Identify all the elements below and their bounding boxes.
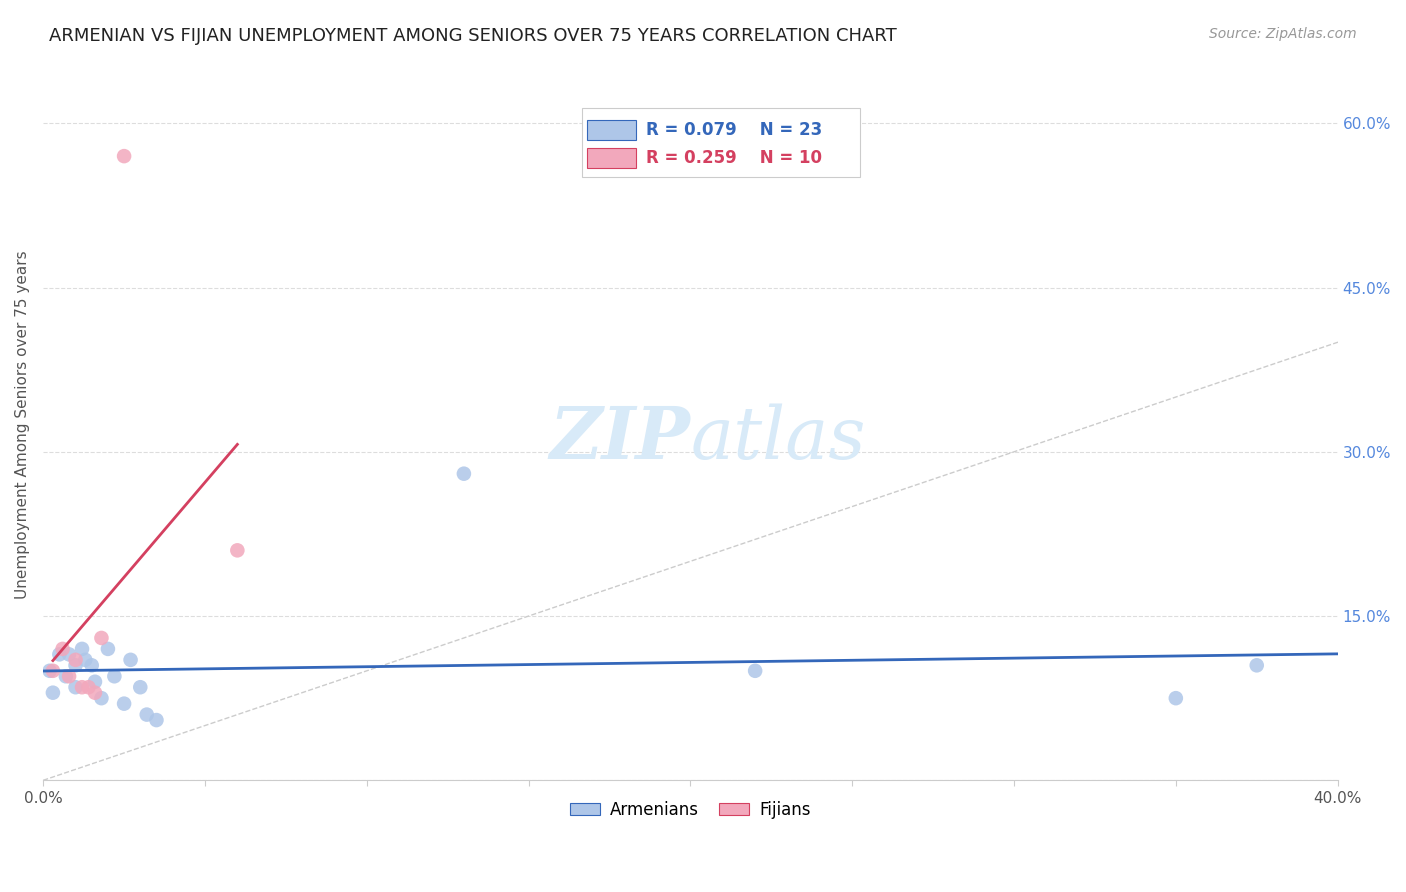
Text: ARMENIAN VS FIJIAN UNEMPLOYMENT AMONG SENIORS OVER 75 YEARS CORRELATION CHART: ARMENIAN VS FIJIAN UNEMPLOYMENT AMONG SE…: [49, 27, 897, 45]
Point: [84, 674, 107, 689]
Point: [120, 653, 142, 667]
Point: [103, 669, 125, 683]
Point: [48, 648, 70, 662]
Point: [65, 680, 87, 694]
Point: [65, 653, 87, 667]
Point: [42, 686, 65, 700]
Point: [1164, 691, 1187, 706]
Point: [129, 680, 152, 694]
Point: [97, 641, 120, 656]
Text: ZIP: ZIP: [550, 403, 690, 475]
Point: [1246, 658, 1268, 673]
Point: [135, 707, 157, 722]
Text: R = 0.259    N = 10: R = 0.259 N = 10: [647, 149, 823, 167]
Point: [112, 149, 135, 163]
Y-axis label: Unemployment Among Seniors over 75 years: Unemployment Among Seniors over 75 years: [15, 250, 30, 599]
Text: R = 0.079    N = 23: R = 0.079 N = 23: [647, 121, 823, 139]
Point: [80, 658, 103, 673]
Point: [58, 648, 80, 662]
Point: [226, 543, 249, 558]
Point: [70, 680, 93, 694]
Point: [65, 658, 87, 673]
Point: [145, 713, 167, 727]
Point: [38, 664, 60, 678]
Point: [84, 686, 107, 700]
Legend: Armenians, Fijians: Armenians, Fijians: [564, 794, 817, 825]
Point: [453, 467, 475, 481]
FancyBboxPatch shape: [586, 148, 636, 169]
Point: [75, 653, 97, 667]
Point: [90, 631, 112, 645]
Point: [744, 664, 766, 678]
Text: Source: ZipAtlas.com: Source: ZipAtlas.com: [1209, 27, 1357, 41]
FancyBboxPatch shape: [586, 120, 636, 140]
FancyBboxPatch shape: [582, 108, 860, 178]
Point: [52, 641, 75, 656]
Point: [42, 664, 65, 678]
Point: [70, 641, 93, 656]
Point: [55, 669, 77, 683]
Point: [90, 691, 112, 706]
Point: [58, 669, 80, 683]
Point: [112, 697, 135, 711]
Text: atlas: atlas: [690, 403, 866, 474]
Point: [77, 680, 100, 694]
